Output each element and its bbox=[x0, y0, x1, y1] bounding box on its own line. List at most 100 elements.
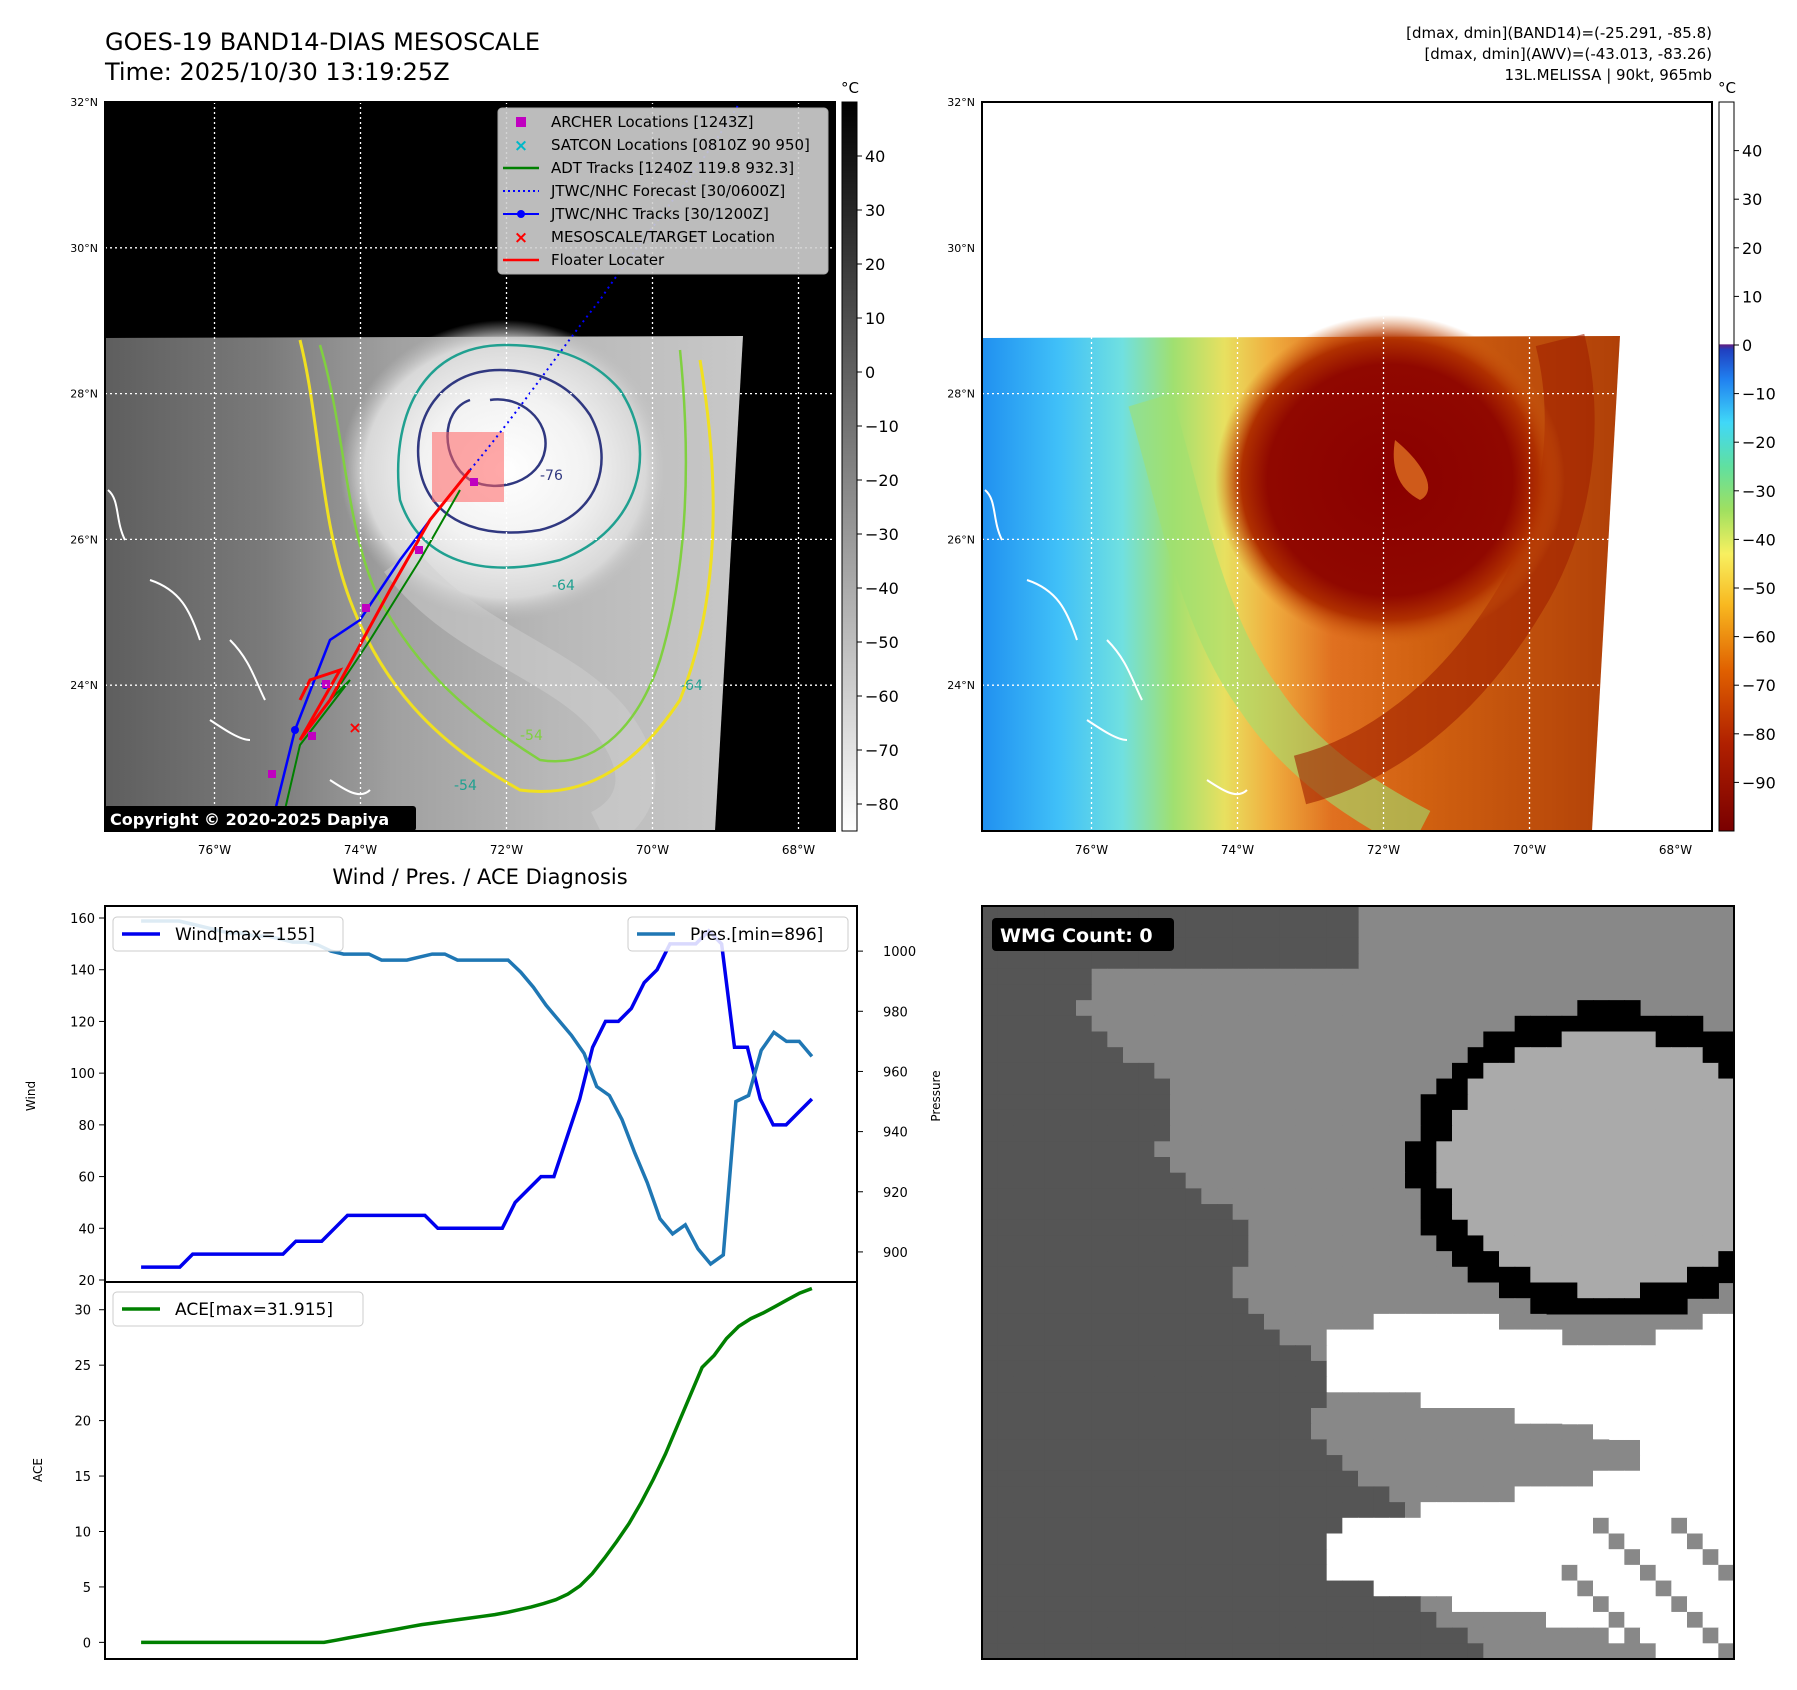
wv-coastline bbox=[984, 489, 1248, 796]
wmg-cell bbox=[1702, 1423, 1719, 1440]
contour-teal bbox=[396, 343, 642, 569]
wmg-cell bbox=[1436, 1517, 1453, 1535]
wmg-cell bbox=[1702, 1219, 1719, 1237]
wmg-cell bbox=[1546, 1345, 1563, 1362]
wmg-cell bbox=[1420, 1266, 1437, 1284]
wmg-cell bbox=[1389, 1109, 1406, 1127]
wmg-cell bbox=[1264, 1062, 1281, 1080]
wmg-cell bbox=[1107, 1455, 1124, 1472]
wmg-cell bbox=[1467, 1141, 1484, 1158]
legend-label: SATCON Locations [0810Z 90 950] bbox=[551, 136, 810, 154]
wmg-cell bbox=[1640, 1204, 1657, 1221]
wmg-cell bbox=[1076, 1360, 1093, 1378]
wmg-cell bbox=[1060, 1298, 1077, 1315]
wmg-cell bbox=[1248, 1188, 1265, 1205]
wmg-cell bbox=[1687, 1376, 1704, 1393]
wmg-cell bbox=[1452, 1580, 1469, 1597]
pressure-tick-label: 980 bbox=[883, 1005, 908, 1020]
wmg-cell bbox=[1154, 1015, 1171, 1033]
wmg-cell bbox=[1217, 1235, 1234, 1252]
wmg-cell bbox=[1671, 1408, 1688, 1425]
wmg-cell bbox=[1201, 1345, 1218, 1362]
wmg-cell bbox=[1342, 953, 1359, 970]
wmg-cell bbox=[1358, 1643, 1375, 1660]
wmg-cell bbox=[1561, 1392, 1578, 1409]
wmg-cell bbox=[1170, 1313, 1187, 1331]
wmg-cell bbox=[1076, 1282, 1093, 1299]
wmg-cell bbox=[1655, 1109, 1672, 1127]
contour-label: -64 bbox=[680, 678, 703, 694]
wmg-cell bbox=[1640, 1047, 1657, 1064]
wmg-cell bbox=[1248, 1298, 1265, 1315]
wmg-cell bbox=[1248, 1282, 1265, 1299]
wmg-cell bbox=[1123, 1455, 1140, 1472]
wmg-cell bbox=[1499, 1439, 1516, 1456]
wmg-cell bbox=[1624, 1141, 1641, 1158]
wmg-cell bbox=[1029, 984, 1046, 1001]
wmg-cell bbox=[1029, 1533, 1046, 1550]
wmg-cell bbox=[1499, 1094, 1516, 1111]
wmg-cell bbox=[1170, 1470, 1187, 1488]
wmg-cell bbox=[1718, 1455, 1735, 1472]
wmg-cell bbox=[997, 1282, 1014, 1299]
wmg-cell bbox=[1295, 906, 1312, 923]
ace-tick-label: 10 bbox=[74, 1525, 91, 1540]
wmg-cell bbox=[1373, 1109, 1390, 1127]
wmg-cell bbox=[1467, 1549, 1484, 1566]
wmg-cell bbox=[1311, 1486, 1328, 1503]
wmg-cell bbox=[1264, 1470, 1281, 1488]
wmg-cell bbox=[1530, 1157, 1547, 1174]
wmg-cell bbox=[1107, 1266, 1124, 1284]
wmg-cell bbox=[1530, 1533, 1547, 1550]
wmg-cell bbox=[1530, 1282, 1547, 1299]
wmg-cell bbox=[1138, 1251, 1155, 1268]
wmg-cell bbox=[1170, 953, 1187, 970]
wmg-cell bbox=[1029, 1345, 1046, 1362]
wmg-cell bbox=[1154, 1078, 1171, 1095]
wmg-cell bbox=[1123, 1580, 1140, 1597]
wmg-cell bbox=[1107, 1470, 1124, 1488]
wmg-cell bbox=[1029, 1360, 1046, 1378]
wmg-cell bbox=[1702, 1533, 1719, 1550]
wmg-cell bbox=[1264, 1517, 1281, 1535]
wmg-cell bbox=[1232, 921, 1249, 938]
wmg-cell bbox=[1342, 1486, 1359, 1503]
wmg-cell bbox=[1311, 1360, 1328, 1378]
wmg-cell bbox=[1483, 1031, 1500, 1048]
wmg-cell bbox=[1373, 1251, 1390, 1268]
wmg-cell bbox=[1154, 1157, 1171, 1174]
colorbar-tick-label: −40 bbox=[1742, 530, 1776, 549]
wmg-cell bbox=[1436, 1345, 1453, 1362]
wmg-cell bbox=[1405, 1360, 1422, 1378]
wmg-cell bbox=[1060, 1517, 1077, 1535]
wmg-cell bbox=[1608, 1266, 1625, 1284]
wmg-cell bbox=[1640, 1141, 1657, 1158]
wmg-cell bbox=[1405, 1219, 1422, 1237]
wmg-cell bbox=[1608, 1204, 1625, 1221]
wmg-cell bbox=[1593, 1094, 1610, 1111]
wmg-cell bbox=[982, 1329, 999, 1346]
wmg-cells bbox=[982, 906, 1735, 1660]
wmg-cell bbox=[1185, 1204, 1202, 1221]
wmg-cell bbox=[1279, 1204, 1296, 1221]
wmg-cell bbox=[1358, 1266, 1375, 1284]
wmg-cell bbox=[1624, 1611, 1641, 1629]
wmg-cell bbox=[1044, 1470, 1061, 1488]
wmg-cell bbox=[1076, 1408, 1093, 1425]
wmg-cell bbox=[1608, 1235, 1625, 1252]
ace-legend-label: ACE[max=31.915] bbox=[175, 1300, 333, 1320]
wmg-cell bbox=[1013, 1141, 1030, 1158]
wmg-cell bbox=[1185, 1502, 1202, 1519]
wmg-cell bbox=[1483, 1345, 1500, 1362]
wmg-cell bbox=[1295, 1172, 1312, 1189]
wmg-cell bbox=[1138, 1360, 1155, 1378]
wmg-cell bbox=[1405, 1643, 1422, 1660]
wmg-cell bbox=[997, 1235, 1014, 1252]
wmg-cell bbox=[1107, 1188, 1124, 1205]
wmg-cell bbox=[1436, 1125, 1453, 1142]
wmg-cell bbox=[1123, 1439, 1140, 1456]
wmg-cell bbox=[1013, 1549, 1030, 1566]
wmg-cell bbox=[1154, 1533, 1171, 1550]
wmg-cell bbox=[1044, 1000, 1061, 1017]
wmg-cell bbox=[1514, 1580, 1531, 1597]
